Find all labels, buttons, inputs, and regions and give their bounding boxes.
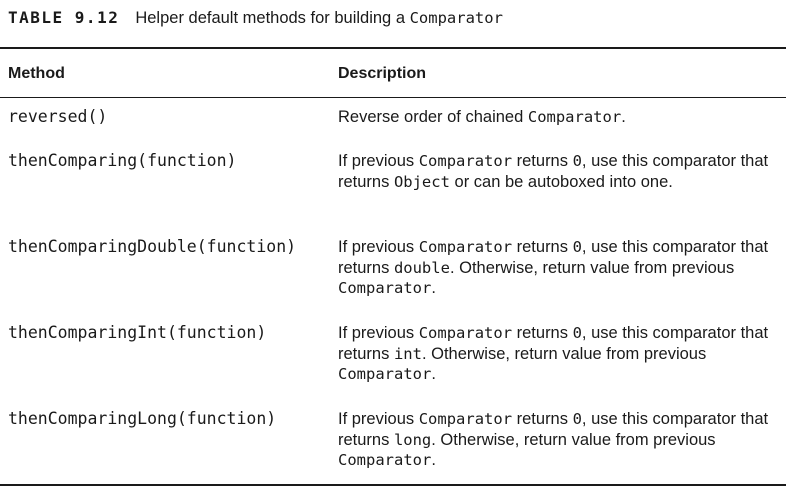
description-text: or can be autoboxed into one. [449,172,673,191]
description-text: . [621,108,626,126]
description-text: . [431,451,436,469]
description-text: If previous [338,152,419,170]
header-rule [0,97,786,98]
description-cell: Reverse order of chained Comparator. [338,107,778,128]
description-text: returns [512,410,573,428]
inline-code: Object [393,172,450,191]
description-text: returns [512,324,573,342]
table-caption: TABLE 9.12 Helper default methods for bui… [8,8,503,28]
description-cell: If previous Comparator returns 0, use th… [338,409,778,471]
bottom-rule [0,484,786,486]
header-method: Method [8,65,65,82]
inline-code: Comparator [418,238,513,256]
inline-code: 0 [572,324,582,342]
description-text: . [431,279,436,297]
description-text: If previous [338,410,419,428]
description-text: , use this comparator that returns [338,324,769,363]
inline-code: Comparator [418,324,513,342]
table-title-text: Helper default methods for building a [135,9,410,27]
description-text: . Otherwise, return value from previous [431,430,716,449]
inline-code: Comparator [527,108,622,126]
method-cell: reversed() [8,107,108,126]
description-text: . Otherwise, return value from previous [449,258,735,277]
description-cell: If previous Comparator returns 0, use th… [338,323,778,385]
description-cell: If previous Comparator returns 0, use th… [338,237,778,299]
table-number: TABLE 9.12 [8,8,120,27]
description-text: . Otherwise, return value from previous [421,344,707,363]
description-text: , use this comparator that returns [338,410,769,449]
inline-code: 0 [572,410,582,428]
inline-code: long [393,430,432,449]
inline-code: Comparator [418,152,513,170]
inline-code: 0 [572,152,582,170]
description-text: If previous [338,238,419,256]
description-text: If previous [338,324,419,342]
description-text: . [431,365,436,383]
inline-code: 0 [572,238,582,256]
inline-code: int [393,344,422,363]
description-cell: If previous Comparator returns 0, use th… [338,151,778,192]
method-cell: thenComparingLong(function) [8,409,277,428]
description-text: returns [512,152,573,170]
description-text: Reverse order of chained [338,108,528,126]
method-cell: thenComparing(function) [8,151,237,170]
top-rule [0,47,786,49]
header-description: Description [338,65,427,82]
inline-code: double [393,258,450,277]
method-cell: thenComparingDouble(function) [8,237,297,256]
inline-code: Comparator [338,451,432,469]
inline-code: Comparator [418,410,513,428]
method-cell: thenComparingInt(function) [8,323,267,342]
description-text: , use this comparator that returns [338,238,769,277]
table-title-code: Comparator [409,9,503,27]
description-text: returns [512,238,573,256]
inline-code: Comparator [338,279,432,297]
inline-code: Comparator [338,365,432,383]
description-text: , use this comparator that returns [338,152,769,191]
